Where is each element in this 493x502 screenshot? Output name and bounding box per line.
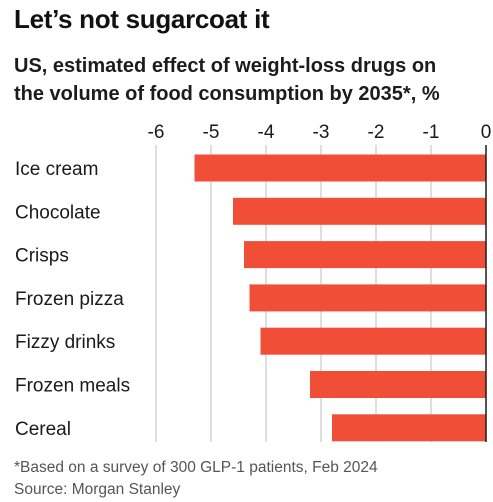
chart-title: Let’s not sugarcoat it xyxy=(14,4,270,34)
subtitle-line-1: US, estimated effect of weight-loss drug… xyxy=(14,55,437,77)
category-labels: Ice cream Chocolate Crisps Frozen pizza Fizz… xyxy=(15,159,130,440)
category-label: Fizzy drinks xyxy=(15,332,115,353)
category-label: Frozen pizza xyxy=(15,289,124,310)
category-label: Frozen meals xyxy=(15,376,130,397)
x-tick-label: -3 xyxy=(313,122,330,143)
footnote-source: Source: Morgan Stanley xyxy=(14,481,181,498)
bars xyxy=(194,154,486,442)
footnote: *Based on a survey of 300 GLP-1 patients… xyxy=(14,457,378,501)
category-label: Cereal xyxy=(15,419,71,440)
bar xyxy=(260,327,486,355)
subtitle-line-2: the volume of food consumption by 2035*,… xyxy=(14,83,440,105)
category-label: Chocolate xyxy=(15,202,101,223)
bar xyxy=(332,414,486,442)
category-label: Ice cream xyxy=(15,159,98,180)
category-label: Crisps xyxy=(15,246,69,267)
bar xyxy=(310,371,486,398)
bar xyxy=(249,284,486,312)
bar xyxy=(233,197,486,225)
x-tick-label: -4 xyxy=(258,122,275,143)
x-tick-label: -2 xyxy=(368,122,385,143)
chart-subtitle: US, estimated effect of weight-loss drug… xyxy=(14,52,484,108)
bar-chart: -6 -5 -4 -3 -2 -1 0 Ice cream Chocolate Crisps Fr… xyxy=(15,122,492,442)
bar xyxy=(194,154,486,182)
bar xyxy=(244,241,486,269)
x-tick-label: -6 xyxy=(148,122,165,143)
x-tick-label: 0 xyxy=(481,122,492,143)
x-tick-label: -5 xyxy=(203,122,220,143)
footnote-note: *Based on a survey of 300 GLP-1 patients… xyxy=(14,459,378,476)
x-axis-ticks: -6 -5 -4 -3 -2 -1 0 xyxy=(148,122,492,143)
x-tick-label: -1 xyxy=(423,122,440,143)
